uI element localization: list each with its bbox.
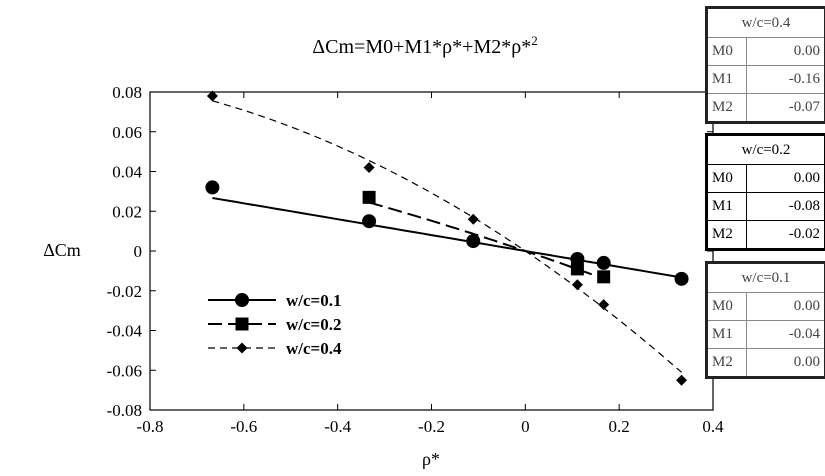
y-tick-label: 0.08 — [112, 83, 142, 102]
x-tick-label: 0.2 — [609, 417, 630, 436]
data-point-circle — [596, 255, 611, 270]
coef-key: M0 — [708, 292, 747, 321]
coef-value: -0.07 — [746, 93, 824, 121]
legend-marker-diamond — [236, 342, 248, 354]
data-point-diamond — [206, 90, 218, 102]
legend-label: w/c=0.4 — [286, 339, 342, 358]
chart-title: ΔCm=M0+M1*ρ*+M2*ρ*2 — [312, 33, 537, 58]
coef-value: 0.00 — [746, 37, 824, 66]
data-point-circle — [205, 180, 220, 195]
legend: w/c=0.1 w/c=0.2 w/c=0.4 — [208, 291, 342, 358]
x-tick-label: -0.4 — [324, 417, 351, 436]
y-tick-label: -0.04 — [107, 322, 143, 341]
series-line-circle — [212, 197, 682, 279]
data-point-diamond — [571, 279, 583, 291]
series-lines — [212, 100, 682, 373]
x-axis-title: ρ* — [422, 449, 440, 469]
coef-value: 0.00 — [746, 348, 824, 376]
coef-key: M0 — [708, 37, 747, 66]
x-tick-label: -0.2 — [418, 417, 445, 436]
legend-label: w/c=0.1 — [286, 291, 341, 310]
coef-key: M2 — [708, 348, 747, 376]
x-tick-label: -0.8 — [137, 417, 164, 436]
series-line-square — [368, 201, 605, 280]
coef-value: -0.08 — [746, 192, 824, 221]
x-tick-label: 0.4 — [702, 417, 724, 436]
data-point-diamond — [676, 374, 688, 386]
coef-value: 0.00 — [746, 164, 824, 193]
data-point-diamond — [363, 162, 375, 174]
coef-value: 0.00 — [746, 292, 824, 321]
coef-table-header: w/c=0.4 — [708, 9, 824, 38]
plot-frame — [149, 91, 714, 411]
axis-ticks: 0.080.060.040.020-0.02-0.04-0.06-0.08-0.… — [107, 83, 725, 436]
coef-key: M2 — [708, 93, 747, 121]
series-markers — [205, 90, 689, 386]
coef-table-header: w/c=0.2 — [708, 136, 824, 165]
coef-key: M1 — [708, 192, 747, 221]
data-point-square — [362, 190, 376, 204]
data-point-circle — [466, 234, 481, 249]
coef-key: M2 — [708, 220, 747, 248]
coef-key: M1 — [708, 320, 747, 349]
x-tick-label: -0.6 — [230, 417, 257, 436]
series-line-diamond — [212, 100, 682, 373]
coef-table-w01: w/c=0.1 M0 0.00 M1 -0.04 M2 0.00 — [705, 261, 825, 379]
data-point-circle — [362, 214, 377, 229]
coef-key: M0 — [708, 164, 747, 193]
data-point-circle — [674, 271, 689, 286]
y-tick-label: 0.06 — [112, 123, 142, 142]
y-tick-label: 0.04 — [112, 163, 142, 182]
coef-table-header: w/c=0.1 — [708, 264, 824, 293]
x-tick-label: 0 — [521, 417, 530, 436]
coef-key: M1 — [708, 65, 747, 94]
legend-marker-circle — [235, 293, 249, 307]
y-tick-label: -0.02 — [107, 282, 142, 301]
coef-value: -0.04 — [746, 320, 824, 349]
coef-value: -0.16 — [746, 65, 824, 94]
coef-table-w02: w/c=0.2 M0 0.00 M1 -0.08 M2 -0.02 — [705, 133, 825, 251]
coef-value: -0.02 — [746, 220, 824, 248]
y-axis-title: ΔCm — [43, 240, 81, 260]
y-tick-label: -0.08 — [107, 401, 142, 420]
y-tick-label: 0.02 — [112, 202, 142, 221]
legend-label: w/c=0.2 — [286, 315, 341, 334]
data-point-diamond — [467, 213, 479, 225]
data-point-square — [570, 262, 584, 276]
legend-marker-square — [235, 317, 249, 331]
data-point-square — [597, 270, 611, 284]
coef-table-w04: w/c=0.4 M0 0.00 M1 -0.16 M2 -0.07 — [705, 6, 825, 124]
y-tick-label: -0.06 — [107, 361, 142, 380]
y-tick-label: 0 — [134, 242, 143, 261]
data-point-diamond — [598, 299, 610, 311]
